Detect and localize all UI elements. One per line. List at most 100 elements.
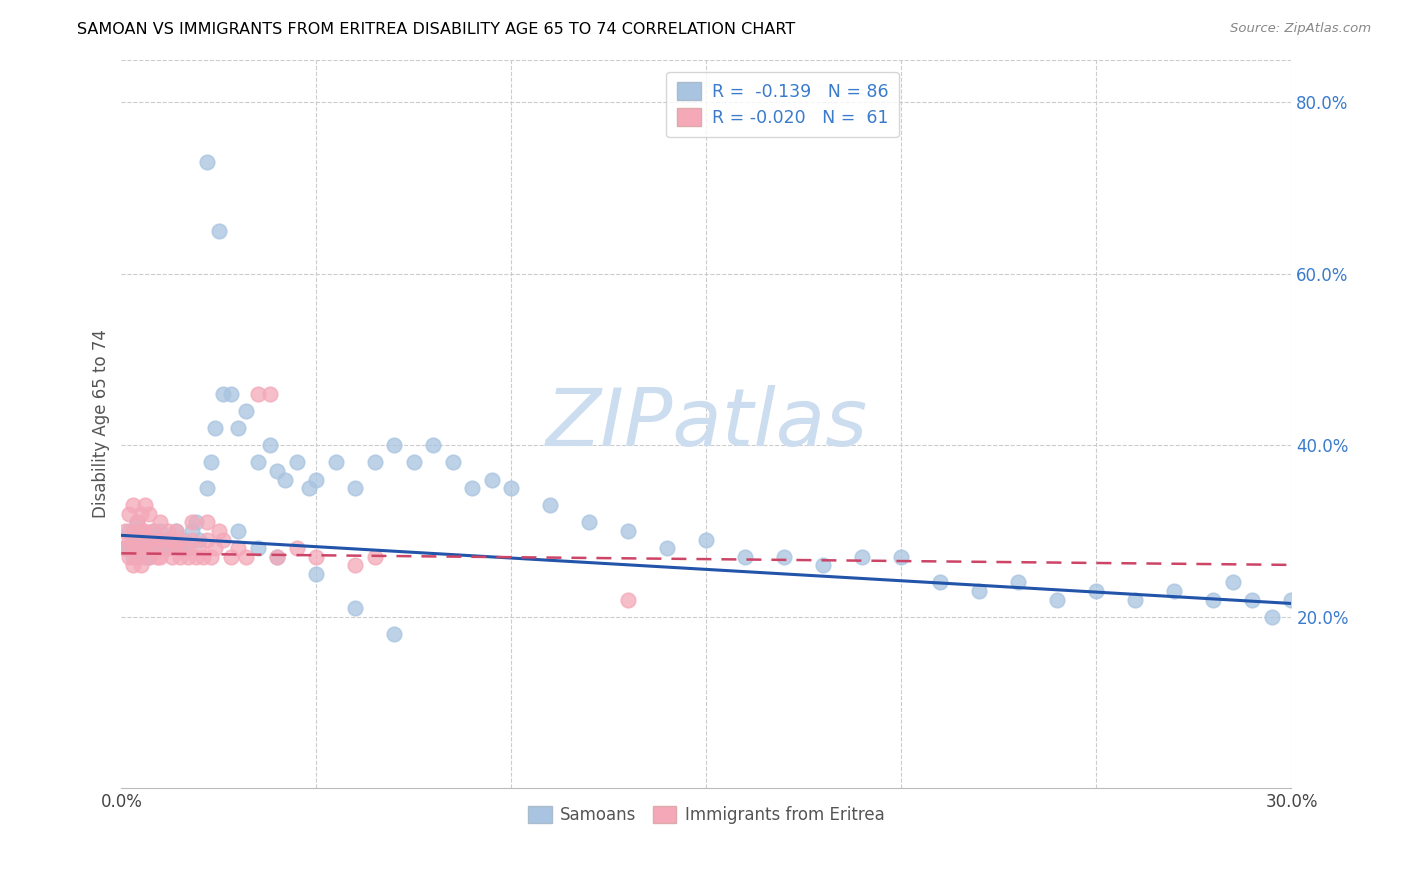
Point [149, 549, 172, 564]
Point [266, 549, 288, 564]
Point [285, 541, 308, 556]
Point [441, 455, 464, 469]
Point [305, 549, 328, 564]
Point [195, 155, 218, 169]
Point [481, 473, 503, 487]
Point [129, 524, 152, 538]
Point [118, 507, 141, 521]
Point [142, 524, 165, 538]
Point [259, 438, 281, 452]
Point [129, 558, 152, 573]
Point [538, 499, 561, 513]
Point [165, 541, 187, 556]
Point [134, 533, 156, 547]
Point [578, 516, 600, 530]
Point [266, 549, 288, 564]
Point [274, 473, 297, 487]
Text: SAMOAN VS IMMIGRANTS FROM ERITREA DISABILITY AGE 65 TO 74 CORRELATION CHART: SAMOAN VS IMMIGRANTS FROM ERITREA DISABI… [77, 22, 796, 37]
Point [422, 438, 444, 452]
Point [122, 558, 145, 573]
Point [1202, 592, 1225, 607]
Text: Source: ZipAtlas.com: Source: ZipAtlas.com [1230, 22, 1371, 36]
Point [118, 533, 141, 547]
Point [165, 524, 187, 538]
Point [129, 541, 152, 556]
Point [461, 481, 484, 495]
Point [617, 524, 640, 538]
Point [734, 549, 756, 564]
Point [138, 533, 160, 547]
Point [402, 455, 425, 469]
Point [364, 455, 387, 469]
Point [695, 533, 717, 547]
Point [114, 541, 136, 556]
Point [246, 455, 269, 469]
Point [219, 387, 242, 401]
Point [180, 516, 202, 530]
Point [177, 541, 200, 556]
Point [228, 524, 250, 538]
Point [344, 481, 367, 495]
Point [195, 516, 218, 530]
Point [157, 524, 180, 538]
Point [851, 549, 873, 564]
Point [157, 541, 180, 556]
Point [129, 507, 152, 521]
Point [1281, 592, 1303, 607]
Point [969, 584, 991, 599]
Point [246, 541, 269, 556]
Point [125, 533, 148, 547]
Point [157, 541, 180, 556]
Point [384, 438, 406, 452]
Point [1163, 584, 1185, 599]
Point [204, 541, 226, 556]
Point [125, 516, 148, 530]
Point [173, 541, 195, 556]
Point [364, 549, 387, 564]
Point [122, 541, 145, 556]
Point [344, 558, 367, 573]
Point [211, 387, 233, 401]
Point [184, 516, 207, 530]
Point [145, 533, 167, 547]
Point [134, 499, 156, 513]
Point [1125, 592, 1147, 607]
Point [129, 524, 152, 538]
Point [219, 549, 242, 564]
Point [138, 533, 160, 547]
Point [160, 549, 183, 564]
Point [177, 549, 200, 564]
Point [169, 549, 191, 564]
Point [134, 541, 156, 556]
Point [165, 524, 187, 538]
Point [142, 541, 165, 556]
Point [1241, 592, 1264, 607]
Text: ZIPatlas: ZIPatlas [546, 384, 868, 463]
Point [211, 533, 233, 547]
Point [153, 533, 176, 547]
Point [122, 499, 145, 513]
Y-axis label: Disability Age 65 to 74: Disability Age 65 to 74 [93, 329, 110, 518]
Point [153, 533, 176, 547]
Point [118, 541, 141, 556]
Point [929, 575, 952, 590]
Point [188, 533, 211, 547]
Point [228, 541, 250, 556]
Point [813, 558, 835, 573]
Point [195, 533, 218, 547]
Point [890, 549, 912, 564]
Point [285, 455, 308, 469]
Point [208, 224, 231, 238]
Point [193, 549, 215, 564]
Point [169, 541, 191, 556]
Point [1046, 592, 1069, 607]
Point [145, 533, 167, 547]
Point [118, 549, 141, 564]
Point [344, 601, 367, 615]
Point [114, 541, 136, 556]
Point [125, 516, 148, 530]
Point [118, 524, 141, 538]
Point [142, 524, 165, 538]
Point [134, 524, 156, 538]
Point [266, 464, 288, 478]
